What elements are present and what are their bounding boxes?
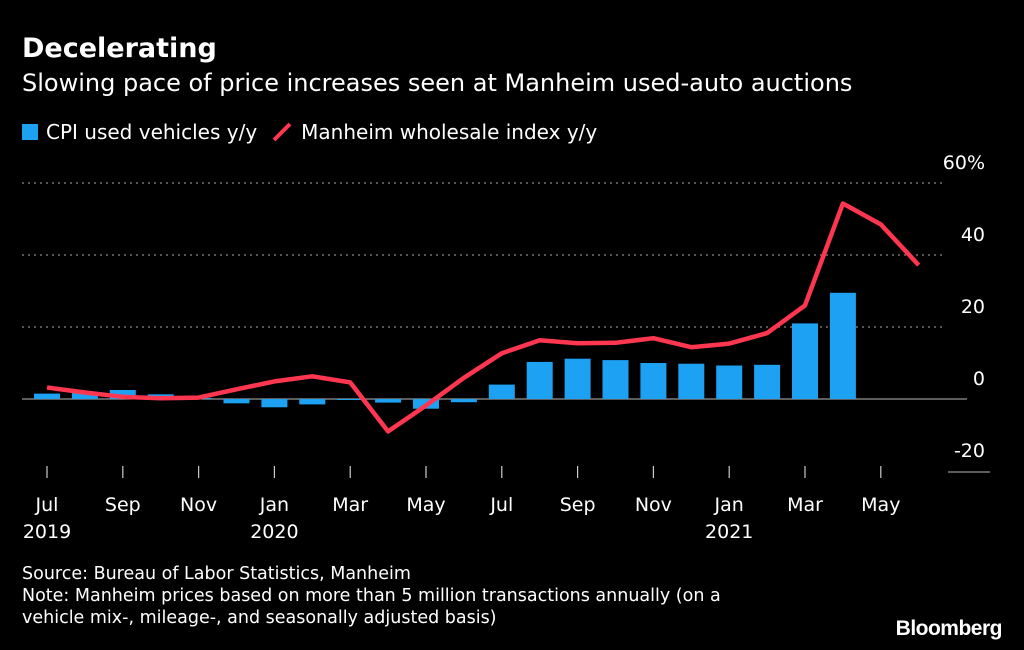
- bar-2019-07: [34, 393, 60, 399]
- x-tick-label: Sep: [560, 494, 596, 516]
- bloomberg-logo: Bloomberg: [895, 617, 1003, 640]
- y-tick-label: 60%: [943, 152, 985, 174]
- manheim-line: [46, 201, 921, 434]
- chart-title: Decelerating: [22, 33, 217, 64]
- legend-swatch-bar: [22, 124, 38, 140]
- bar-2021-04: [829, 292, 856, 399]
- x-tick-year: 2019: [23, 521, 71, 543]
- y-tick-label: 0: [973, 368, 985, 390]
- bar-2021-01: [716, 365, 743, 399]
- bar-2020-11: [640, 363, 667, 399]
- bar-2021-03: [792, 323, 818, 399]
- bar-2020-07: [488, 384, 515, 399]
- x-tick-label: Sep: [105, 494, 141, 516]
- x-tick-label: Jan: [714, 494, 744, 516]
- legend-label-manheim: Manheim wholesale index y/y: [301, 120, 598, 144]
- y-tick-label: -20: [954, 440, 985, 462]
- chart-legend: CPI used vehicles y/y Manheim wholesale …: [22, 118, 611, 146]
- bar-2020-08: [526, 361, 553, 399]
- bar-2020-01: [261, 399, 288, 408]
- x-tick-label: Jul: [489, 494, 513, 516]
- bar-2020-02: [299, 399, 326, 405]
- bar-2021-02: [754, 364, 781, 399]
- x-tick-label: Jul: [35, 494, 59, 516]
- x-tick-label: May: [406, 494, 445, 516]
- legend-label-cpi: CPI used vehicles y/y: [46, 120, 258, 144]
- chart-footer: Source: Bureau of Labor Statistics, Manh…: [22, 563, 721, 629]
- legend-item-manheim: Manheim wholesale index y/y: [271, 120, 597, 144]
- note-line-2: vehicle mix-, mileage-, and seasonally a…: [22, 608, 497, 628]
- x-tick-year: 2021: [705, 521, 753, 543]
- bar-2020-04: [375, 399, 402, 403]
- bar-2019-12: [223, 399, 250, 404]
- y-tick-label: 40: [961, 224, 985, 246]
- x-tick-label: Nov: [635, 494, 672, 516]
- source-note: Source: Bureau of Labor Statistics, Manh…: [22, 564, 411, 584]
- bar-2020-03: [337, 399, 364, 400]
- bar-2019-09: [109, 390, 136, 399]
- bar-2019-08: [71, 391, 98, 399]
- bar-2020-10: [602, 360, 629, 399]
- x-tick-label: Nov: [180, 494, 217, 516]
- bar-2020-06: [450, 399, 477, 403]
- note-line-1: Note: Manheim prices based on more than …: [22, 586, 721, 606]
- x-tick-label: Mar: [332, 494, 368, 516]
- y-tick-label: 20: [961, 296, 985, 318]
- x-tick-label: Jan: [259, 494, 289, 516]
- chart-subtitle: Slowing pace of price increases seen at …: [22, 69, 853, 97]
- legend-swatch-line: [272, 122, 292, 142]
- x-tick-year: 2020: [250, 521, 298, 543]
- bar-2020-09: [564, 358, 591, 399]
- legend-item-cpi: CPI used vehicles y/y: [22, 120, 257, 144]
- x-tick-label: Mar: [787, 494, 823, 516]
- bar-2020-12: [678, 363, 705, 399]
- x-tick-label: May: [861, 494, 900, 516]
